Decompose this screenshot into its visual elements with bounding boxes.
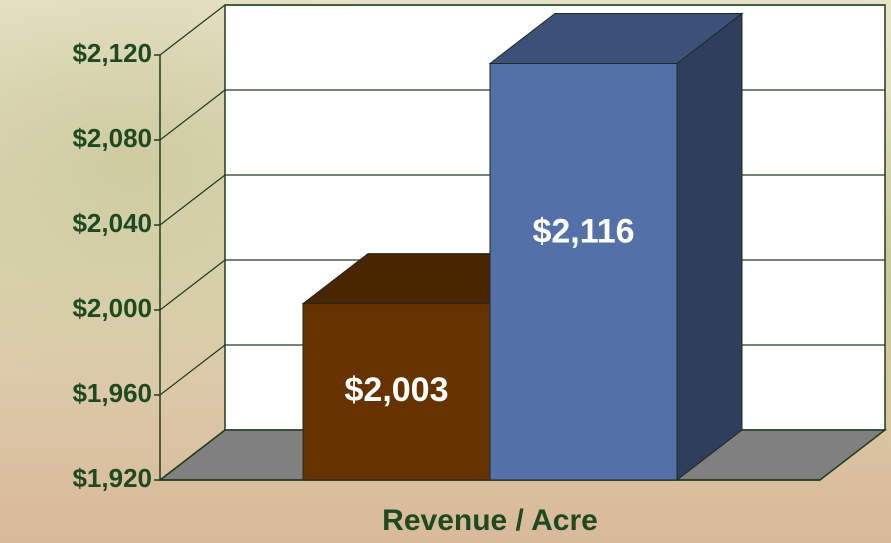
grid-line	[159, 4, 226, 56]
grid-line	[159, 259, 226, 311]
y-tick-label: $2,040	[72, 208, 152, 238]
grid-line	[159, 89, 226, 141]
bar-side	[676, 12, 743, 482]
grid-line	[159, 344, 226, 396]
bar	[489, 63, 678, 481]
data-label: $2,116	[532, 212, 634, 250]
x-tick-label: Revenue / Acre	[382, 504, 598, 537]
y-tick-label: $1,920	[72, 463, 152, 493]
grid-line	[159, 429, 226, 481]
y-tick-label: $2,080	[72, 123, 152, 153]
y-tick-label: $1,960	[72, 378, 152, 408]
bar	[302, 303, 491, 481]
y-tick-label: $2,000	[72, 293, 152, 323]
data-label: $2,003	[345, 371, 449, 409]
y-tick-label: $2,120	[72, 38, 152, 68]
grid-line	[159, 174, 226, 226]
